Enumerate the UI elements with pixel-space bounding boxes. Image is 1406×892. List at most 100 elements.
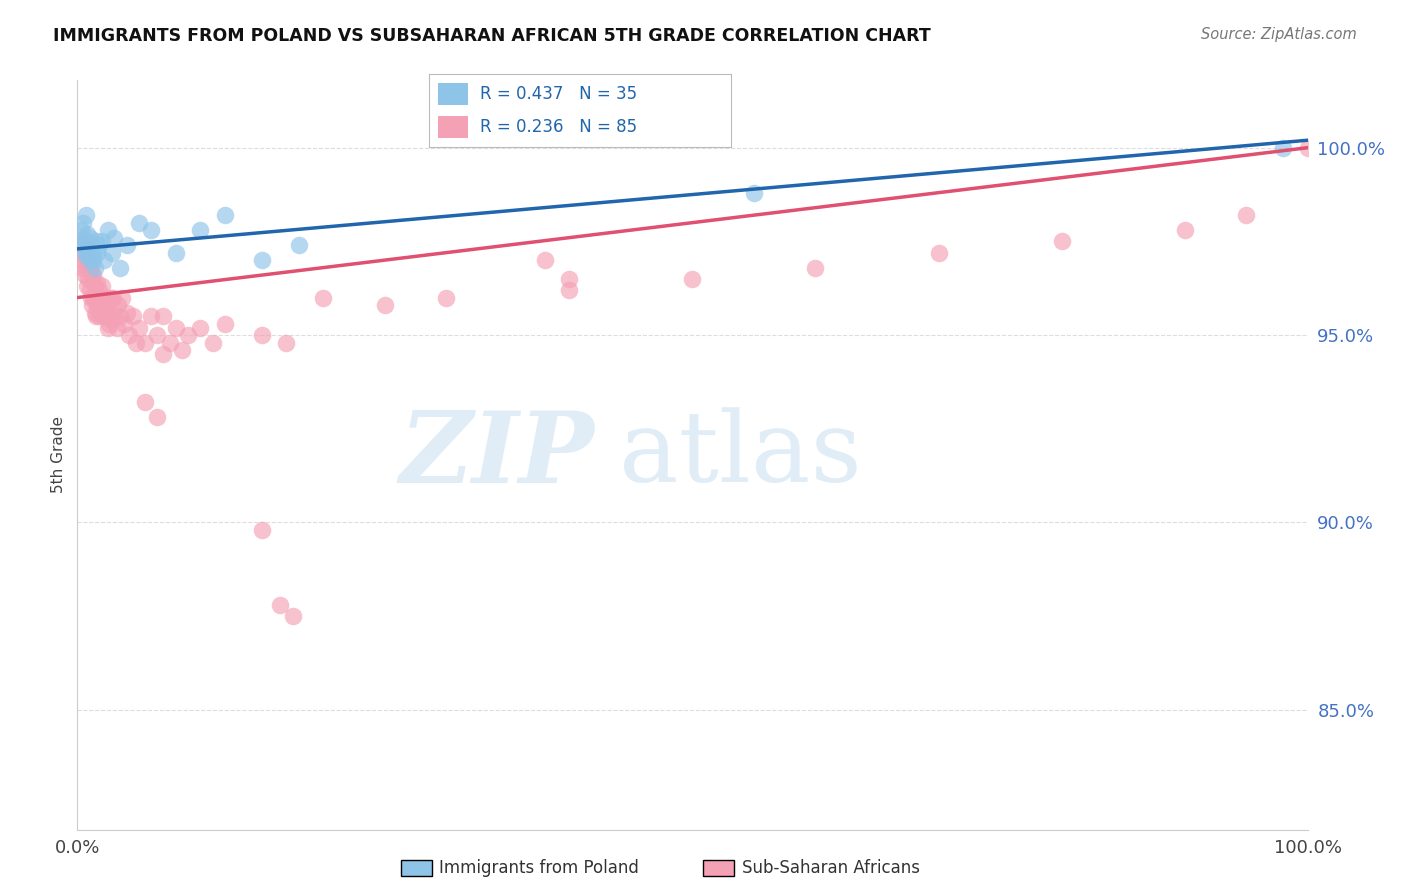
Point	[250, 328, 273, 343]
Point	[201, 335, 224, 350]
Point	[82, 253, 104, 268]
Point	[84, 310, 107, 324]
Point	[214, 208, 236, 222]
Point	[89, 310, 111, 324]
Point	[80, 291, 103, 305]
Text: ZIP: ZIP	[399, 407, 595, 503]
Point	[86, 298, 108, 312]
Point	[1296, 141, 1319, 155]
Point	[82, 245, 104, 260]
Point	[103, 305, 125, 319]
Point	[75, 208, 97, 222]
Point	[97, 223, 120, 237]
Point	[76, 249, 98, 263]
Point	[558, 283, 581, 297]
Point	[141, 223, 163, 237]
Point	[250, 523, 273, 537]
Point	[77, 242, 100, 256]
Point	[1050, 235, 1073, 249]
Point	[76, 279, 98, 293]
Point	[101, 245, 124, 260]
Point	[152, 347, 174, 361]
Point	[121, 310, 143, 324]
Point	[534, 253, 557, 268]
Point	[128, 216, 150, 230]
FancyBboxPatch shape	[437, 117, 468, 138]
Point	[83, 305, 105, 319]
Point	[89, 238, 111, 252]
Point	[742, 186, 765, 200]
Point	[80, 264, 103, 278]
Point	[83, 279, 105, 293]
Point	[170, 343, 193, 357]
Point	[87, 291, 110, 305]
Point	[75, 260, 97, 275]
Point	[1234, 208, 1257, 222]
Text: Sub-Saharan Africans: Sub-Saharan Africans	[742, 859, 921, 877]
Point	[111, 291, 132, 305]
Point	[86, 245, 108, 260]
Point	[281, 609, 304, 624]
Point	[76, 227, 98, 241]
Point	[98, 317, 121, 331]
Point	[1174, 223, 1197, 237]
Point	[97, 320, 120, 334]
Text: Immigrants from Poland: Immigrants from Poland	[439, 859, 638, 877]
Point	[188, 320, 212, 334]
Point	[118, 328, 141, 343]
Point	[288, 238, 311, 252]
Text: R = 0.236   N = 85: R = 0.236 N = 85	[481, 119, 637, 136]
Point	[91, 298, 114, 312]
Point	[75, 235, 97, 249]
Point	[90, 235, 114, 249]
Point	[436, 291, 458, 305]
Point	[141, 310, 163, 324]
Point	[250, 253, 273, 268]
Point	[82, 298, 104, 312]
Text: R = 0.437   N = 35: R = 0.437 N = 35	[481, 85, 637, 103]
Point	[96, 305, 118, 319]
Point	[374, 298, 396, 312]
Point	[134, 335, 156, 350]
Point	[94, 291, 117, 305]
Point	[86, 276, 108, 290]
Point	[188, 223, 212, 237]
Point	[76, 253, 98, 268]
Point	[134, 395, 156, 409]
Point	[928, 245, 950, 260]
Point	[90, 305, 114, 319]
Point	[79, 283, 101, 297]
Point	[101, 291, 124, 305]
Point	[79, 230, 101, 244]
Y-axis label: 5th Grade: 5th Grade	[51, 417, 66, 493]
Point	[159, 335, 181, 350]
Point	[165, 320, 187, 334]
Point	[101, 313, 124, 327]
Point	[125, 335, 148, 350]
Point	[73, 245, 96, 260]
Text: Source: ZipAtlas.com: Source: ZipAtlas.com	[1201, 27, 1357, 42]
Text: IMMIGRANTS FROM POLAND VS SUBSAHARAN AFRICAN 5TH GRADE CORRELATION CHART: IMMIGRANTS FROM POLAND VS SUBSAHARAN AFR…	[53, 27, 931, 45]
FancyBboxPatch shape	[437, 83, 468, 104]
Point	[152, 310, 174, 324]
Point	[110, 260, 132, 275]
Point	[177, 328, 200, 343]
Point	[90, 298, 112, 312]
Point	[682, 272, 704, 286]
Point	[165, 245, 187, 260]
Point	[214, 317, 236, 331]
Point	[89, 283, 111, 297]
Point	[70, 223, 93, 237]
Point	[97, 298, 120, 312]
Text: atlas: atlas	[619, 407, 862, 503]
Point	[70, 235, 93, 249]
Point	[72, 253, 94, 268]
Point	[90, 279, 114, 293]
Point	[83, 260, 105, 275]
Point	[70, 245, 93, 260]
Point	[558, 272, 581, 286]
Point	[82, 268, 104, 282]
Point	[82, 272, 104, 286]
Point	[79, 260, 101, 275]
Point	[75, 238, 97, 252]
